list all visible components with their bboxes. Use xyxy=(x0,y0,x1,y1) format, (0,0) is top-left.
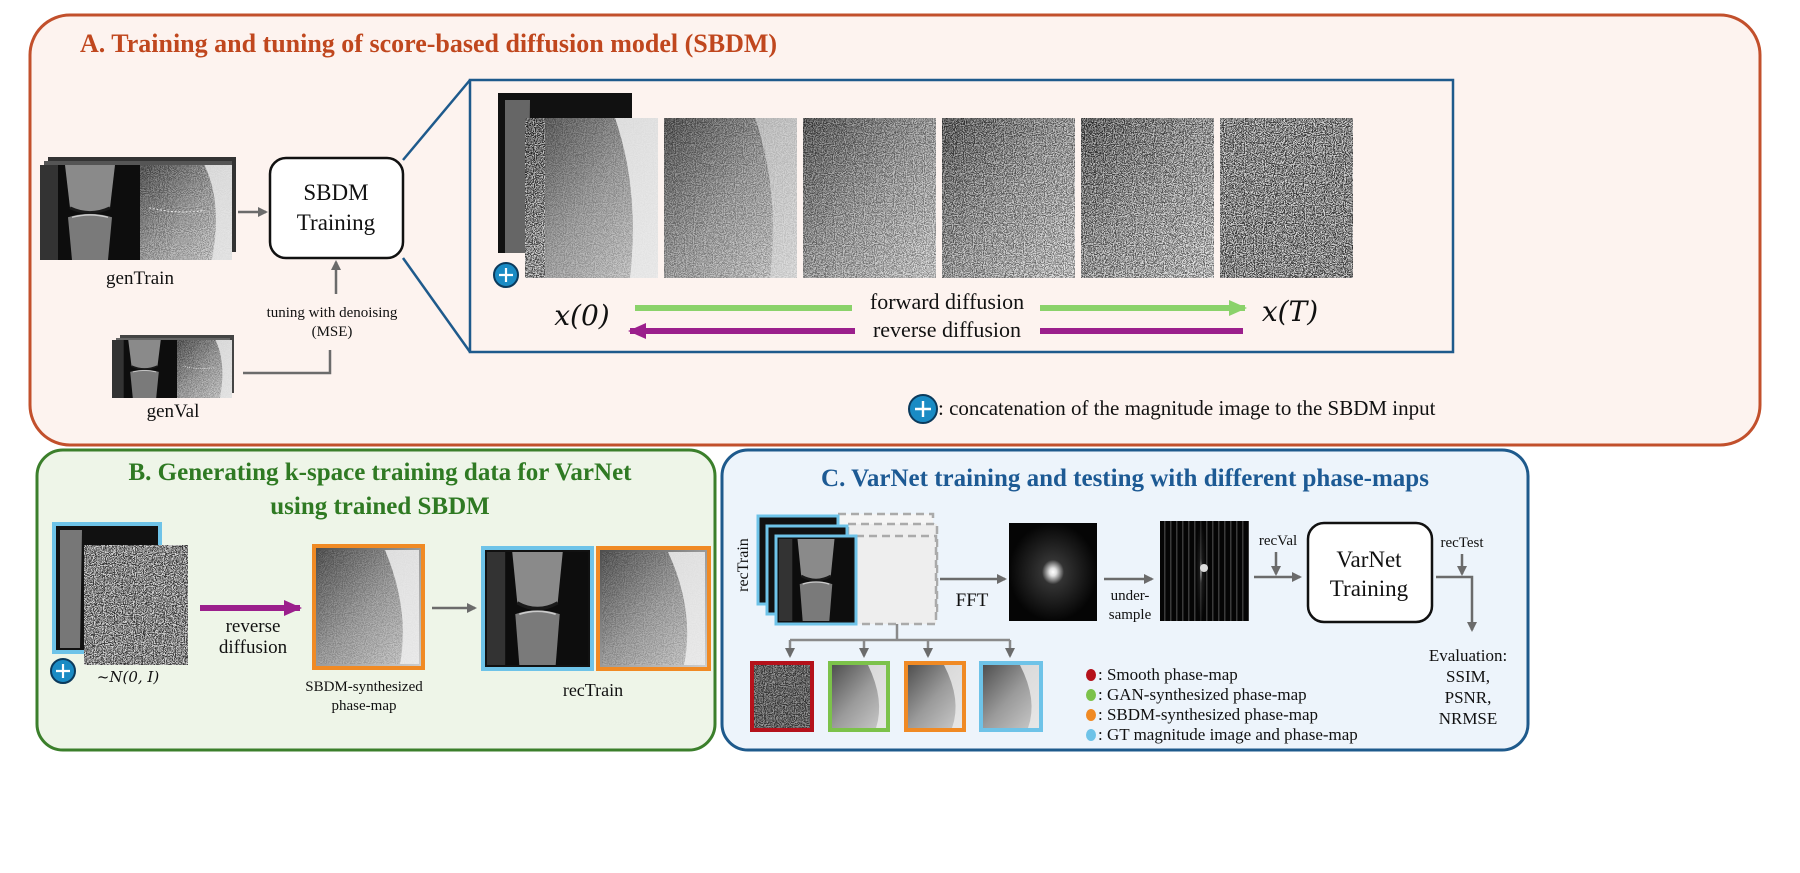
panel-c-gt-phase-example xyxy=(979,661,1043,732)
diffusion-sequence xyxy=(498,93,1353,278)
legend-item: : GT magnitude image and phase-map xyxy=(1098,725,1358,744)
tuning-line1: tuning with denoising xyxy=(267,305,398,321)
legend-dot-sbdm xyxy=(1086,709,1096,721)
diffusion-step-4 xyxy=(1081,118,1214,278)
callout-line-top xyxy=(402,79,471,161)
to-evaluation-arrow xyxy=(1436,575,1477,632)
tuning-line2: (MSE) xyxy=(312,324,353,340)
gen-val-connector xyxy=(243,350,332,375)
x0-label: x(0) xyxy=(554,299,609,332)
forward-label: forward diffusion xyxy=(870,289,1024,314)
kspace-undersampled-image xyxy=(1160,521,1249,621)
panel-b: B. Generating k-space training data for … xyxy=(35,448,717,752)
gen-val-label: genVal xyxy=(147,401,200,422)
panel-c-rectrain-label: recTrain xyxy=(735,538,752,592)
sbdm-training-box xyxy=(268,156,405,260)
panel-b-synth-line2: phase-map xyxy=(332,698,397,714)
diffusion-step-3 xyxy=(942,118,1075,278)
varnet-line2: Training xyxy=(1330,576,1409,601)
panel-c-smooth-phase-example xyxy=(750,661,814,732)
undersample-line2: sample xyxy=(1109,607,1152,623)
diffusion-step-0 xyxy=(498,93,658,278)
eval-item: NRMSE xyxy=(1439,709,1498,728)
undersample-line1: under- xyxy=(1111,588,1150,604)
concat-legend-text: : concatenation of the magnitude image t… xyxy=(938,396,1436,420)
panel-a-title: A. Training and tuning of score-based di… xyxy=(80,29,777,58)
concat-icon xyxy=(493,262,519,288)
panel-b-concat-icon xyxy=(50,658,76,684)
varnet-training-box xyxy=(1306,521,1434,624)
noise-label: ~N(0, I) xyxy=(97,668,160,686)
panel-c: C. VarNet training and testing with diff… xyxy=(720,448,1530,752)
xT-label: x(T) xyxy=(1262,295,1318,328)
panel-b-title-line1: B. Generating k-space training data for … xyxy=(129,459,633,486)
sbdm-box-line2: Training xyxy=(297,210,376,235)
gen-train-label: genTrain xyxy=(106,268,174,289)
fft-label: FFT xyxy=(956,590,989,611)
kspace-full-image xyxy=(1009,523,1097,621)
legend-dot-smooth xyxy=(1086,669,1096,681)
diffusion-step-2 xyxy=(803,118,936,278)
eval-title: Evaluation: xyxy=(1429,646,1507,665)
eval-item: SSIM, xyxy=(1446,667,1490,686)
varnet-line1: VarNet xyxy=(1336,547,1402,572)
diffusion-step-5 xyxy=(1220,118,1353,278)
concat-legend-icon xyxy=(908,394,938,424)
sbdm-box-line1: SBDM xyxy=(303,180,368,205)
panel-a: A. Training and tuning of score-based di… xyxy=(28,13,1762,447)
panel-b-reverse-line2: diffusion xyxy=(219,637,288,658)
legend-dot-gt xyxy=(1086,729,1096,741)
phase-map-legend: : Smooth phase-map : GAN-synthesized pha… xyxy=(1086,665,1358,744)
diffusion-step-1 xyxy=(664,118,797,278)
panel-c-rectrain-stack xyxy=(756,512,939,626)
panel-b-rectrain-label: recTrain xyxy=(563,680,623,700)
panel-b-synth-line1: SBDM-synthesized xyxy=(305,679,423,695)
callout-line-bottom xyxy=(401,257,472,353)
legend-item: : Smooth phase-map xyxy=(1098,665,1238,684)
rectest-label: recTest xyxy=(1440,535,1484,551)
eval-item: PSNR, xyxy=(1445,688,1492,707)
reverse-label: reverse diffusion xyxy=(873,317,1021,342)
panel-c-gan-phase-example xyxy=(828,661,890,732)
panel-b-synth-phase-map xyxy=(312,544,425,670)
gen-val-image-stack xyxy=(112,335,234,398)
gen-train-image-stack xyxy=(40,157,236,261)
panel-b-rectrain-magnitude xyxy=(481,546,594,671)
legend-item: : SBDM-synthesized phase-map xyxy=(1098,705,1318,724)
panel-b-rectrain-phase xyxy=(596,546,711,671)
recval-label: recVal xyxy=(1259,533,1297,549)
legend-item: : GAN-synthesized phase-map xyxy=(1098,685,1307,704)
panel-c-title: C. VarNet training and testing with diff… xyxy=(821,465,1429,492)
panel-c-branch-lines xyxy=(785,624,1015,658)
panel-c-sbdm-phase-example xyxy=(904,661,966,732)
legend-dot-gan xyxy=(1086,689,1096,701)
panel-b-input-stack xyxy=(52,522,188,665)
panel-b-title-line2: using trained SBDM xyxy=(270,493,489,520)
panel-b-reverse-line1: reverse xyxy=(226,616,281,637)
